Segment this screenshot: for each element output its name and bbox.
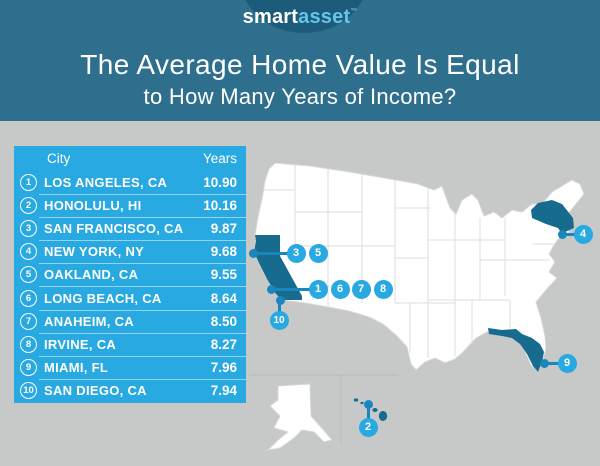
- table-row: 8 IRVINE, CA 8.27: [14, 332, 246, 356]
- rank-badge: 8: [20, 335, 37, 353]
- map-dot-san-diego: [275, 295, 285, 305]
- connector-line-honolulu: [366, 404, 370, 427]
- map-dot-honolulu: [363, 399, 373, 409]
- table-row: 9 MIAMI, FL 7.96: [14, 355, 246, 379]
- years-value: 7.96: [210, 359, 237, 375]
- rank-badge: 9: [20, 358, 37, 376]
- rank-badge: 2: [20, 197, 37, 215]
- years-value: 8.27: [210, 336, 237, 352]
- map-marker-7-anaheim: 7: [351, 279, 371, 299]
- map-marker-6-long-beach: 6: [330, 279, 350, 299]
- table-row: 2 HONOLULU, HI 10.16: [14, 194, 246, 217]
- city-name: MIAMI, FL: [44, 359, 109, 375]
- table-row: 10 SAN DIEGO, CA 7.94: [14, 378, 246, 402]
- state-new-york: [531, 200, 574, 234]
- connector-line-los-angeles: [271, 287, 318, 291]
- rank-badge: 6: [20, 289, 37, 307]
- connector-line-miami: [544, 361, 567, 365]
- logo-text-smart: smart: [242, 6, 299, 28]
- map-marker-3-san-francisco: 3: [286, 243, 306, 263]
- years-value: 10.16: [203, 198, 237, 214]
- connector-line-san-diego: [277, 300, 281, 320]
- map-dot-bay-area: [248, 248, 258, 258]
- us-map: [250, 162, 585, 451]
- table-row: 7 ANAHEIM, CA 8.50: [14, 309, 246, 333]
- city-name: SAN DIEGO, CA: [44, 382, 147, 398]
- years-value: 9.87: [210, 221, 237, 237]
- map-marker-4-new-york: 4: [573, 224, 593, 244]
- map-marker-5-oakland: 5: [308, 243, 328, 263]
- rank-badge: 1: [20, 174, 37, 192]
- connector-line-new-york: [562, 232, 583, 236]
- rank-badge: 10: [20, 381, 37, 399]
- continental-us-shape: [253, 162, 585, 373]
- years-value: 9.68: [210, 244, 237, 260]
- map-marker-2-honolulu: 2: [358, 417, 378, 437]
- map-dot-miami: [539, 358, 549, 368]
- header-banner: smartasset™ The Average Home Value Is Eq…: [0, 0, 600, 121]
- city-name: LOS ANGELES, CA: [44, 175, 168, 191]
- smartasset-logo: smartasset™: [0, 6, 600, 29]
- years-value: 8.50: [210, 313, 237, 329]
- map-dot-los-angeles: [266, 284, 276, 294]
- table-row: 3 SAN FRANCISCO, CA 9.87: [14, 217, 246, 240]
- map-dot-new-york: [557, 229, 567, 239]
- column-header-city: City: [47, 151, 71, 166]
- connector-line-bay-area: [253, 251, 296, 255]
- table-row: 6 LONG BEACH, CA 8.64: [14, 286, 246, 309]
- years-value: 10.90: [203, 175, 237, 191]
- city-name: IRVINE, CA: [44, 336, 117, 352]
- map-marker-1-los-angeles: 1: [308, 279, 328, 299]
- years-value: 7.94: [210, 382, 237, 398]
- rank-badge: 5: [20, 266, 37, 284]
- map-marker-9-miami: 9: [557, 353, 577, 373]
- table-header-row: City Years: [14, 146, 246, 171]
- city-name: ANAHEIM, CA: [44, 313, 134, 329]
- table-row: 5 OAKLAND, CA 9.55: [14, 263, 246, 286]
- rank-badge: 4: [20, 243, 37, 261]
- city-name: LONG BEACH, CA: [44, 290, 162, 306]
- ranking-table: City Years 1 LOS ANGELES, CA 10.90 2 HON…: [14, 146, 246, 403]
- years-value: 8.64: [210, 290, 237, 306]
- rank-badge: 7: [20, 312, 37, 330]
- title-line-2: to How Many Years of Income?: [143, 84, 457, 109]
- inset-dividers: [250, 374, 398, 445]
- years-value: 9.55: [210, 267, 237, 283]
- city-name: SAN FRANCISCO, CA: [44, 221, 184, 237]
- logo-text-asset: asset: [298, 6, 351, 28]
- map-marker-8-irvine: 8: [373, 279, 393, 299]
- table-row: 4 NEW YORK, NY 9.68: [14, 240, 246, 263]
- trademark-symbol: ™: [350, 8, 358, 15]
- rank-badge: 3: [20, 220, 37, 238]
- city-name: HONOLULU, HI: [44, 198, 142, 214]
- state-florida: [488, 328, 544, 372]
- state-california: [254, 235, 302, 300]
- column-header-years: Years: [202, 151, 237, 166]
- table-row: 1 LOS ANGELES, CA 10.90: [14, 171, 246, 194]
- state-alaska: [266, 383, 333, 451]
- title-line-1: The Average Home Value Is Equal: [80, 49, 520, 80]
- city-name: NEW YORK, NY: [44, 244, 145, 260]
- city-name: OAKLAND, CA: [44, 267, 139, 283]
- map-marker-10-san-diego: 10: [269, 310, 289, 330]
